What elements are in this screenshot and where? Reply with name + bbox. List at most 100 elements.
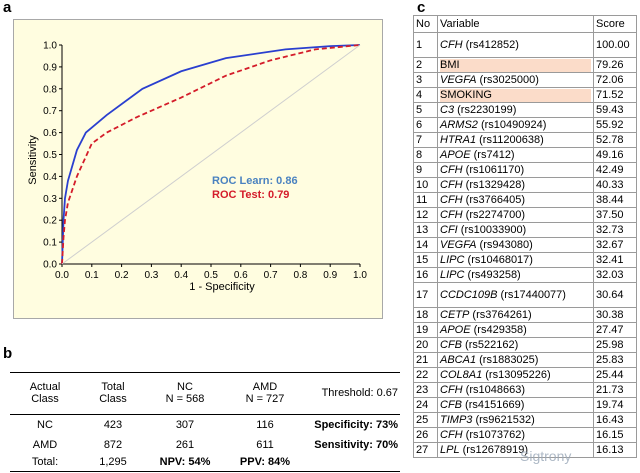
variable-name: VEGFA (rs943080) [440,239,533,251]
score-cell: 79.26 [593,57,637,73]
variant-id: (rs10468017) [464,253,533,266]
y-tick-label: 1.0 [43,41,57,52]
legend-roc-learn: ROC Learn: 0.86 [212,175,298,187]
variable-cell: VEGFA (rs943080) [437,237,594,253]
table-row: 6 ARMS2 (rs10490924) 55.92 [413,117,637,133]
score-cell: 52.78 [593,132,637,148]
variant-id: (rs1073762) [462,428,525,441]
x-tick-label: 0.6 [234,270,248,281]
gene-symbol: CFI [440,223,458,236]
variable-name: APOE (rs429358) [440,324,527,336]
table-row: 24 CFB (rs4151669) 19.74 [413,397,637,413]
variable-name: APOE (rs7412) [440,149,515,161]
score-cell: 30.64 [593,282,637,308]
score-cell: 19.74 [593,397,637,413]
gene-symbol: CCDC109B [440,288,498,301]
rank-cell: 8 [413,147,438,163]
y-axis-label: Sensitivity [27,135,39,185]
table-row: AMD 872 261 611 Sensitivity: 70% [10,436,400,454]
variable-name: CFH (rs2274700) [440,209,525,221]
variable-cell: CFB (rs522162) [437,337,594,353]
table-row: 1 CFH (rs412852) 100.00 [413,32,637,58]
variable-cell: CFH (rs1061170) [437,162,594,178]
table-row: 20 CFB (rs522162) 25.98 [413,337,637,353]
variable-cell: CCDC109B (rs17440077) [437,282,594,308]
variable-name: CFH (rs1073762) [440,429,525,441]
score-cell: 32.03 [593,267,637,283]
x-tick-label: 0.9 [323,270,337,281]
header-amd: AMD N = 727 [224,372,306,415]
variant-id: (rs7412) [470,148,515,161]
rank-cell: 24 [413,397,438,413]
variable-name: CFH (rs1329428) [440,179,525,191]
variable-cell: BMI [437,57,594,73]
score-cell: 32.67 [593,237,637,253]
variant-id: (rs11200638) [476,133,544,146]
variable-cell: CFB (rs4151669) [437,397,594,413]
variable-cell: C3 (rs2230199) [437,102,594,118]
table-row: 25 TIMP3 (rs9621532) 16.43 [413,412,637,428]
variable-cell: VEGFA (rs3025000) [437,72,594,88]
rank-cell: 16 [413,267,438,283]
variant-id: (rs10033900) [457,223,527,236]
gene-symbol: CFH [440,38,463,51]
variable-cell: CFH (rs2274700) [437,207,594,223]
rank-cell: 17 [413,282,438,308]
confusion-table: Actual Class Total Class NC N = 568 AMD … [10,372,400,472]
variant-id: (rs1061170) [462,163,525,176]
table-row: 19 APOE (rs429358) 27.47 [413,322,637,338]
rank-cell: 21 [413,352,438,368]
variable-cell: TIMP3 (rs9621532) [437,412,594,428]
gene-symbol: LIPC [440,268,465,281]
gene-symbol: CFH [440,178,463,191]
variable-cell: CFH (rs1073762) [437,427,594,443]
gene-symbol: APOE [440,148,471,161]
variable-cell: SMOKING [437,87,594,103]
cell: AMD [32,438,58,451]
y-tick-label: 0.8 [43,84,57,95]
variant-id: (rs9621532) [472,413,535,426]
npv-value: NPV: 54% [146,453,224,472]
variable-table-header: No Variable Score [413,15,637,33]
variable-cell: COL8A1 (rs13095226) [437,367,594,383]
score-cell: 72.06 [593,72,637,88]
table-row: 16 LIPC (rs493258) 32.03 [413,267,637,283]
variant-id: SMOKING [440,88,492,101]
specificity-value: Specificity: 73% [314,419,398,432]
table-row: 22 COL8A1 (rs13095226) 25.44 [413,367,637,383]
table-row: 13 CFI (rs10033900) 32.73 [413,222,637,238]
table-row: 10 CFH (rs1329428) 40.33 [413,177,637,193]
variable-name: SMOKING [440,88,591,102]
cell: 307 [175,419,195,432]
variable-name: C3 (rs2230199) [440,104,516,116]
variable-name: CFH (rs1061170) [440,164,524,176]
roc-chart-frame: 0.0 0.0 0.1 0.1 0.2 0.2 0.3 0.3 0.4 0.4 0.5 0.5 0.6 0… [13,19,383,319]
gene-symbol: ABCA1 [440,353,477,366]
gene-symbol: CFH [440,208,463,221]
x-tick-label: 0.1 [85,270,99,281]
legend-roc-test: ROC Test: 0.79 [212,189,289,201]
x-tick-label: 1.0 [353,270,367,281]
score-cell: 32.41 [593,252,637,268]
header-variable: Variable [437,15,594,33]
score-cell: 49.16 [593,147,637,163]
y-tick-label: 0.6 [43,128,57,139]
x-tick-label: 0.7 [264,270,278,281]
variable-name: COL8A1 (rs13095226) [440,369,551,381]
panel-label-c: c [417,0,426,16]
variable-name: CFB (rs522162) [440,339,518,351]
variable-name: CFH (rs1048663) [440,384,525,396]
rank-cell: 10 [413,177,438,193]
gene-symbol: COL8A1 [440,368,483,381]
gene-symbol: CFB [440,398,462,411]
cell: Total: [10,453,80,472]
cell: 261 [175,438,195,451]
variable-name: LIPC (rs493258) [440,269,521,281]
variant-id: (rs522162) [462,338,519,351]
header-nc: NC N = 568 [146,372,224,415]
header-no: No [413,15,438,33]
variant-id: (rs493258) [464,268,521,281]
variable-name: HTRA1 (rs11200638) [440,134,544,146]
variable-cell: CFH (rs1048663) [437,382,594,398]
y-tick-label: 0.0 [43,260,57,271]
